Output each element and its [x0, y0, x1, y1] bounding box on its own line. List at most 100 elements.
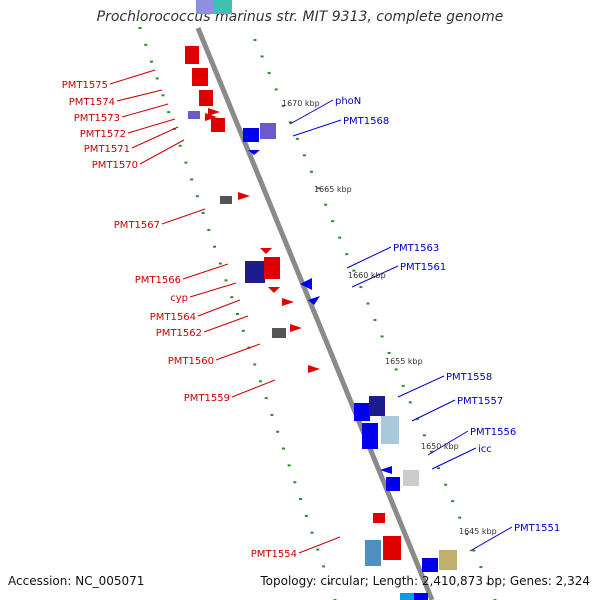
- ruler-tick: [195, 195, 199, 198]
- ruler-tick: [236, 313, 239, 315]
- ruler-tick: [310, 531, 314, 534]
- ruler-tick: [178, 144, 182, 147]
- kbp-label: 1665 kbp: [314, 185, 352, 194]
- gene-feature: [214, 0, 232, 14]
- gene-arrow: [208, 108, 220, 116]
- gene-label-pmt1574[interactable]: PMT1574: [69, 97, 115, 108]
- ruler-tick: [345, 253, 349, 256]
- ruler-tick: [264, 397, 268, 400]
- gene-feature: [243, 128, 259, 142]
- gene-label-pmt1563[interactable]: PMT1563: [393, 243, 439, 254]
- kbp-label: 1655 kbp: [385, 357, 423, 366]
- leader-line: [469, 526, 513, 552]
- ruler-tick: [322, 565, 326, 568]
- ruler-tick: [267, 71, 271, 74]
- gene-arrow: [248, 150, 260, 155]
- gene-arrow: [380, 466, 392, 474]
- gene-feature: [185, 46, 199, 64]
- leader-line: [131, 126, 179, 149]
- ruler-tick: [327, 582, 331, 585]
- ruler-tick: [451, 500, 455, 503]
- ruler-tick: [299, 498, 303, 501]
- leader-line: [231, 379, 276, 398]
- gene-feature: [386, 477, 400, 491]
- ruler-tick: [288, 121, 292, 124]
- gene-label-pmt1572[interactable]: PMT1572: [80, 129, 126, 140]
- gene-label-cyp[interactable]: cyp: [170, 293, 188, 304]
- ruler-tick: [190, 178, 194, 181]
- ruler-tick: [293, 481, 297, 484]
- leader-line: [292, 119, 342, 137]
- ruler-tick: [401, 384, 405, 387]
- gene-feature: [354, 403, 370, 421]
- ruler-tick: [380, 335, 384, 338]
- gene-feature: [369, 396, 385, 416]
- accession-text: Accession: NC_005071: [8, 574, 145, 588]
- ruler-tick: [138, 27, 142, 29]
- gene-label-pmt1551[interactable]: PMT1551: [514, 523, 560, 534]
- gene-feature: [381, 416, 399, 444]
- gene-label-pmt1570[interactable]: PMT1570: [92, 160, 138, 171]
- gene-label-pmt1566[interactable]: PMT1566: [135, 275, 181, 286]
- leader-line: [121, 103, 169, 118]
- leader-line: [189, 282, 237, 298]
- ruler-tick: [230, 296, 234, 299]
- ruler-ticks: [138, 27, 497, 600]
- gene-feature: [383, 536, 401, 560]
- gene-feature: [260, 123, 276, 139]
- ruler-tick: [281, 447, 285, 450]
- gene-label-pmt1564[interactable]: PMT1564: [150, 312, 196, 323]
- ruler-tick: [422, 434, 426, 437]
- gene-label-pmt1562[interactable]: PMT1562: [156, 328, 202, 339]
- gene-arrow: [268, 287, 280, 293]
- gene-feature: [264, 257, 280, 279]
- ruler-tick: [458, 516, 462, 519]
- gene-label-pmt1567[interactable]: PMT1567: [114, 220, 160, 231]
- ruler-tick: [161, 94, 165, 97]
- gene-label-pmt1558[interactable]: PMT1558: [446, 372, 492, 383]
- leader-line: [182, 263, 229, 280]
- gene-label-pmt1560[interactable]: PMT1560: [168, 356, 214, 367]
- leader-line: [427, 430, 469, 456]
- gene-arrow: [282, 298, 294, 306]
- ruler-tick: [287, 464, 291, 467]
- gene-label-pmt1571[interactable]: PMT1571: [84, 144, 130, 155]
- gene-label-pmt1554[interactable]: PMT1554: [251, 549, 297, 560]
- leader-line: [116, 89, 163, 102]
- gene-feature: [403, 470, 419, 486]
- ruler-tick: [304, 514, 308, 517]
- ruler-tick: [408, 401, 412, 404]
- gene-labels: 1670 kbp 1665 kbp 1660 kbp 1655 kbp 1650 kbp…: [62, 80, 560, 560]
- leader-line: [161, 208, 206, 225]
- ruler-tick: [338, 236, 342, 239]
- gene-label-pmt1561[interactable]: PMT1561: [400, 262, 446, 273]
- ruler-tick: [224, 279, 228, 282]
- gene-label-pmt1557[interactable]: PMT1557: [457, 396, 503, 407]
- ruler-tick: [281, 104, 285, 107]
- gene-feature: [199, 90, 213, 106]
- ruler-tick: [167, 111, 171, 114]
- leader-line: [289, 99, 334, 125]
- genome-backbone: [195, 27, 435, 600]
- gene-feature: [196, 0, 214, 14]
- gene-label-phon[interactable]: phoN: [335, 96, 361, 107]
- leader-line: [203, 315, 249, 333]
- gene-label-pmt1556[interactable]: PMT1556: [470, 427, 516, 438]
- gene-arrow: [205, 113, 217, 121]
- gene-label-pmt1559[interactable]: PMT1559: [184, 393, 230, 404]
- ruler-tick: [276, 430, 280, 433]
- ruler-tick: [486, 582, 490, 585]
- gene-label-icc[interactable]: icc: [478, 444, 492, 455]
- gene-label-pmt1573[interactable]: PMT1573: [74, 113, 120, 124]
- gene-feature: [400, 593, 414, 600]
- ruler-tick: [324, 203, 328, 206]
- gene-label-pmt1568[interactable]: PMT1568: [343, 116, 389, 127]
- ruler-tick: [258, 380, 262, 383]
- ruler-tick: [394, 368, 398, 371]
- leader-line: [109, 69, 156, 85]
- gene-feature: [365, 540, 381, 566]
- ruler-tick: [429, 450, 433, 453]
- ruler-tick: [437, 467, 441, 470]
- gene-label-pmt1575[interactable]: PMT1575: [62, 80, 108, 91]
- ruler-tick: [316, 548, 320, 551]
